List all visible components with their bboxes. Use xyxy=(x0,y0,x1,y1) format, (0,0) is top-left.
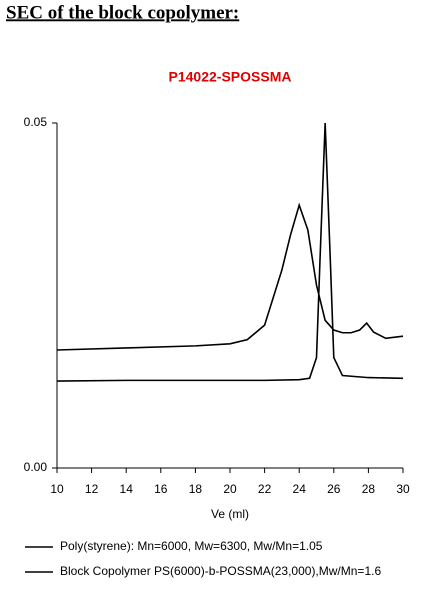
x-tick-label: 26 xyxy=(327,482,341,496)
x-tick-label: 16 xyxy=(154,482,168,496)
legend-label: Poly(styrene): Mn=6000, Mw=6300, Mw/Mn=1… xyxy=(60,539,323,553)
x-tick-label: 28 xyxy=(362,482,376,496)
y-tick-label: 0.05 xyxy=(24,115,48,129)
legend-label: Block Copolymer PS(6000)-b-POSSMA(23,000… xyxy=(60,564,381,578)
x-tick-label: 22 xyxy=(258,482,272,496)
x-axis-label: Ve (ml) xyxy=(211,507,249,521)
x-tick-label: 20 xyxy=(223,482,237,496)
x-tick-label: 30 xyxy=(396,482,410,496)
x-tick-label: 24 xyxy=(293,482,307,496)
x-tick-label: 14 xyxy=(120,482,134,496)
x-tick-label: 12 xyxy=(85,482,99,496)
series-line xyxy=(56,202,404,351)
x-tick-label: 10 xyxy=(50,482,64,496)
chart-title: P14022-SPOSSMA xyxy=(169,69,292,85)
x-tick-label: 18 xyxy=(189,482,203,496)
y-tick-label: 0.00 xyxy=(24,460,48,474)
series-line xyxy=(56,122,404,382)
heading: SEC of the block copolymer: xyxy=(6,2,239,23)
